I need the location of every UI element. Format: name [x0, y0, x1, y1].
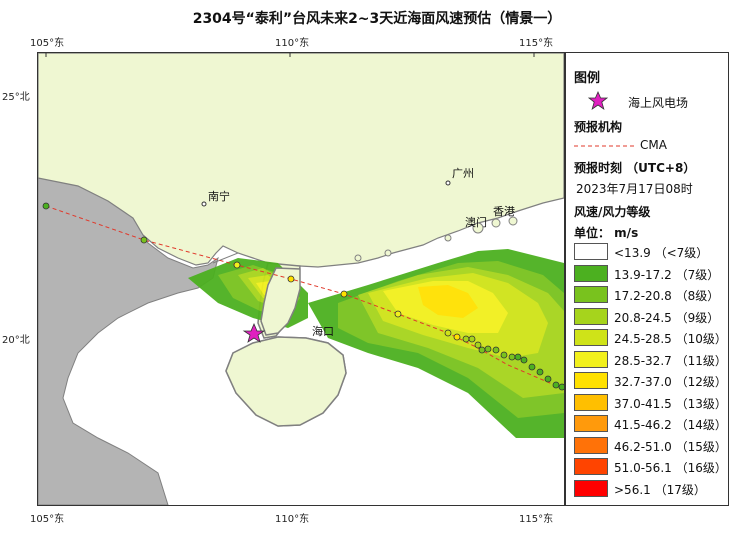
track-point: [528, 363, 536, 371]
legend-level-label: 24.5-28.5 （10级）: [614, 332, 727, 346]
track-point: [340, 290, 348, 298]
legend-swatch: [574, 350, 608, 368]
lat-tick-25: 25°北: [2, 92, 30, 103]
track-point: [394, 310, 402, 318]
legend-level-label: 20.8-24.5 （9级）: [614, 310, 720, 325]
legend-panel: 图例 海上风电场 预报机构 CMA 预报时刻 （UTC+8） 2023年7月17…: [565, 52, 729, 506]
land-leizhou-top: [260, 267, 301, 336]
legend-level-label: 13.9-17.2 （7级）: [614, 267, 720, 282]
track-point: [453, 333, 461, 341]
track-point: [492, 346, 500, 354]
track-point: [478, 346, 486, 354]
coastline-gulf: [212, 252, 239, 264]
legend-level-label: >56.1 （17级）: [614, 482, 706, 497]
lon-tick-bottom-105: 105°东: [30, 514, 65, 525]
legend-swatch: [574, 393, 608, 411]
legend-unit-label: 单位： m/s: [574, 226, 639, 240]
legend-swatch: [574, 307, 608, 325]
legend-agency-title: 预报机构: [574, 120, 623, 134]
track-point: [484, 345, 492, 353]
track-point: [42, 202, 50, 210]
legend-swatch: [574, 436, 608, 454]
lon-tick-bottom-115: 115°东: [519, 514, 554, 525]
legend-level-label: <13.9 （<7级）: [614, 246, 709, 260]
legend-wind-farm-label: 海上风电场: [628, 96, 689, 110]
city-label-macau: 澳门: [465, 215, 487, 229]
wind-band-12: [418, 285, 478, 318]
track-point: [233, 261, 241, 269]
city-label-hongkong: 香港: [493, 205, 515, 218]
track-point: [140, 236, 148, 244]
lon-tick-top-110: 110°东: [275, 38, 310, 49]
track-point: [552, 381, 560, 389]
legend-title: 图例: [574, 71, 601, 86]
legend-level-label: 32.7-37.0 （12级）: [614, 375, 727, 389]
land-hainan-top: [225, 336, 347, 427]
map-title: 2304号“泰利”台风未来2~3天近海面风速预估（情景一）: [192, 11, 562, 27]
track-point: [444, 329, 452, 337]
legend-swatch: [574, 243, 608, 260]
map-canvas: 南宁 广州 澳门 香港 海口: [38, 53, 564, 505]
track-point: [536, 368, 544, 376]
city-label-haikou: 海口: [312, 324, 334, 338]
track-point: [462, 335, 470, 343]
track-points: [42, 202, 564, 391]
legend-swatch: [574, 458, 608, 475]
legend-forecast-time: 2023年7月17日08时: [576, 182, 693, 196]
track-point: [500, 351, 508, 359]
track-point: [558, 383, 564, 391]
track-point: [287, 275, 295, 283]
legend-star-icon: [588, 91, 608, 110]
city-dot-guangzhou: [445, 180, 451, 186]
legend-swatch: [574, 264, 608, 282]
legend-scale-title: 风速/风力等级: [574, 205, 651, 219]
legend-level-label: 51.0-56.1 （16级）: [614, 461, 727, 475]
lon-tick-bottom-110: 110°东: [275, 514, 310, 525]
track-point: [544, 375, 552, 383]
lon-tick-top-105: 105°东: [30, 38, 65, 49]
legend-level-label: 41.5-46.2 （14级）: [614, 418, 727, 432]
lat-tick-20: 20°北: [2, 335, 30, 346]
city-dot-nanning: [201, 201, 207, 207]
city-label-guangzhou: 广州: [452, 167, 474, 180]
track-point: [514, 353, 522, 361]
legend-track-line-icon: [574, 145, 634, 147]
legend-agency-name: CMA: [640, 138, 667, 152]
typhoon-track: [45, 205, 564, 390]
legend-swatch: [574, 372, 608, 389]
map-panel: 南宁 广州 澳门 香港 海口: [37, 52, 565, 506]
track-point: [468, 335, 476, 343]
legend-level-label: 46.2-51.0 （15级）: [614, 439, 727, 454]
track-point: [508, 353, 516, 361]
legend-swatch: [574, 415, 608, 432]
wind-field: [188, 249, 564, 438]
track-point: [474, 341, 482, 349]
legend-level-label: 17.2-20.8 （8级）: [614, 289, 720, 303]
legend-level-label: 37.0-41.5 （13级）: [614, 396, 727, 411]
legend-swatch: [574, 286, 608, 303]
land-vietnam: [38, 177, 219, 505]
legend-swatch: [574, 329, 608, 346]
track-point: [520, 356, 528, 364]
islands-pearl-river: [354, 216, 518, 262]
legend-level-label: 28.5-32.7 （11级）: [614, 353, 727, 368]
lon-tick-top-115: 115°东: [519, 38, 554, 49]
legend-forecast-time-title: 预报时刻 （UTC+8）: [574, 161, 696, 175]
wind-farm-star-icon: [242, 322, 266, 343]
city-label-nanning: 南宁: [208, 189, 230, 203]
legend-swatch: [574, 479, 608, 497]
